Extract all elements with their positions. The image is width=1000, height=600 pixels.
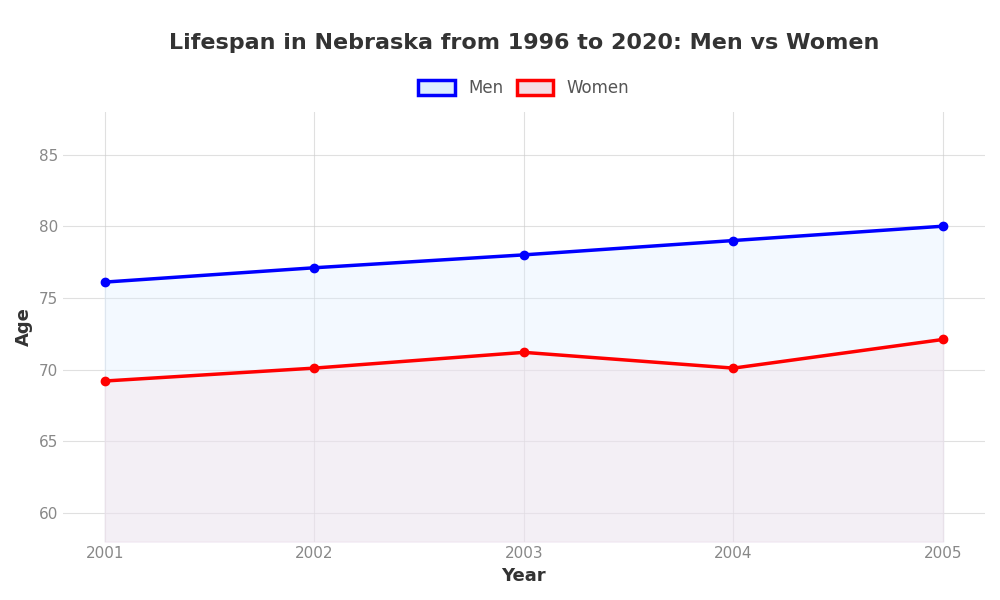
Line: Women: Women <box>101 335 947 385</box>
Women <box>99 377 111 385</box>
Men <box>937 223 949 230</box>
Men <box>99 278 111 286</box>
X-axis label: Year: Year <box>502 567 546 585</box>
Women <box>727 365 739 372</box>
Women <box>308 365 320 372</box>
Women <box>518 349 530 356</box>
Men <box>308 264 320 271</box>
Line: Men: Men <box>101 222 947 286</box>
Legend: Men, Women: Men, Women <box>412 73 636 104</box>
Title: Lifespan in Nebraska from 1996 to 2020: Men vs Women: Lifespan in Nebraska from 1996 to 2020: … <box>169 33 879 53</box>
Y-axis label: Age: Age <box>15 307 33 346</box>
Men <box>518 251 530 259</box>
Women <box>937 336 949 343</box>
Men <box>727 237 739 244</box>
